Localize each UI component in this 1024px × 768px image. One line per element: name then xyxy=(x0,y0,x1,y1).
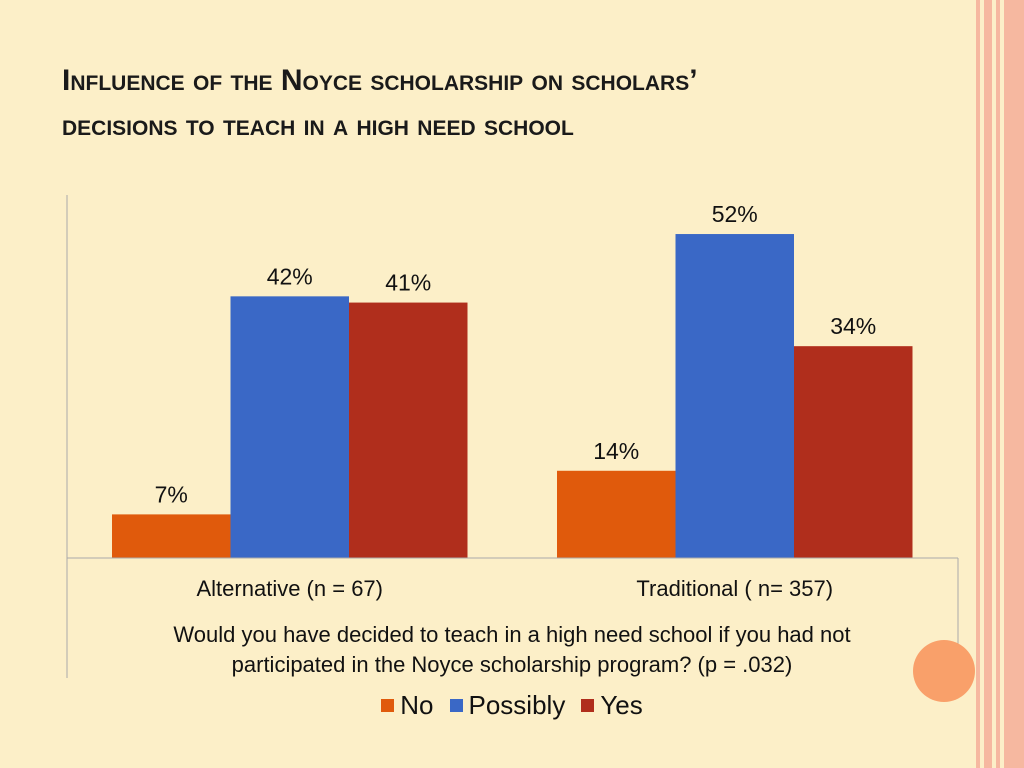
decorative-stripe xyxy=(984,0,992,768)
slide-title-line-1: Influence of the Noyce scholarship on sc… xyxy=(62,64,698,97)
legend-swatch-yes xyxy=(581,699,595,712)
decorative-circle xyxy=(913,640,975,702)
value-label-possibly-1: 42% xyxy=(267,263,313,289)
legend-label-possibly: Possibly xyxy=(468,690,566,720)
bar-possibly-2 xyxy=(675,234,794,559)
legend-swatch-no xyxy=(381,699,395,712)
value-label-no-2: 14% xyxy=(593,438,639,464)
bar-yes-1 xyxy=(349,302,468,558)
slide-title: Influence of the Noyce scholarship on sc… xyxy=(62,58,962,148)
decorative-stripe xyxy=(996,0,1000,768)
legend-label-no: No xyxy=(400,690,434,720)
legend-item-yes: Yes xyxy=(581,690,643,721)
bar-no-2 xyxy=(557,470,676,558)
category-label-2: Traditional ( n= 357) xyxy=(636,576,833,601)
bar-possibly-1 xyxy=(230,296,349,558)
value-label-possibly-2: 52% xyxy=(712,201,758,227)
value-label-no-1: 7% xyxy=(155,481,188,507)
legend-item-no: No xyxy=(381,690,434,721)
legend-swatch-possibly xyxy=(449,699,463,712)
bar-no-1 xyxy=(112,514,231,558)
value-label-yes-1: 41% xyxy=(385,270,431,296)
slide-title-line-2: decisions to teach in a high need school xyxy=(62,109,574,142)
decorative-stripe xyxy=(1004,0,1024,768)
decorative-stripe xyxy=(976,0,980,768)
x-axis-title-line-2: participated in the Noyce scholarship pr… xyxy=(232,652,793,677)
legend-label-yes: Yes xyxy=(600,690,643,720)
bars-group xyxy=(112,234,913,559)
x-axis-title-line-1: Would you have decided to teach in a hig… xyxy=(173,622,850,647)
chart-legend: No Possibly Yes xyxy=(0,690,1024,721)
category-labels-group: Alternative (n = 67) Traditional ( n= 357… xyxy=(197,576,834,601)
bar-yes-2 xyxy=(794,346,913,558)
value-labels-group: 7% 42% 41% 14% 52% 34% xyxy=(155,201,877,507)
category-label-1: Alternative (n = 67) xyxy=(197,576,383,601)
value-label-yes-2: 34% xyxy=(830,313,876,339)
legend-item-possibly: Possibly xyxy=(449,690,566,721)
